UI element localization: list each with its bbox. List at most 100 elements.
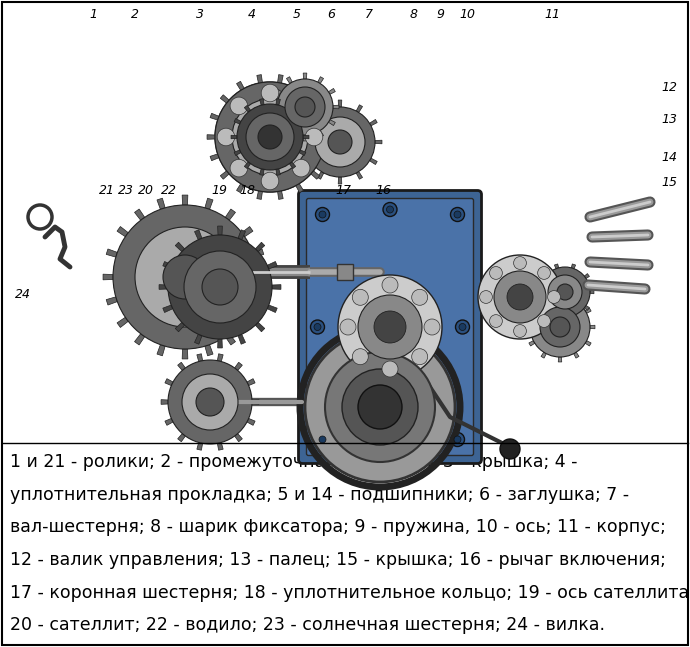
Polygon shape bbox=[241, 226, 253, 237]
Polygon shape bbox=[175, 242, 185, 252]
Polygon shape bbox=[317, 77, 324, 83]
Text: 10: 10 bbox=[460, 8, 476, 21]
Polygon shape bbox=[275, 120, 282, 126]
Polygon shape bbox=[197, 354, 203, 362]
Circle shape bbox=[550, 317, 570, 337]
Polygon shape bbox=[210, 154, 219, 160]
Polygon shape bbox=[536, 291, 540, 294]
Polygon shape bbox=[571, 315, 575, 320]
Text: 6: 6 bbox=[327, 8, 335, 21]
Polygon shape bbox=[272, 285, 281, 289]
Text: 5: 5 bbox=[293, 8, 301, 21]
Polygon shape bbox=[252, 400, 259, 404]
Circle shape bbox=[353, 289, 368, 305]
Text: 2: 2 bbox=[130, 8, 139, 21]
Polygon shape bbox=[590, 291, 594, 294]
Polygon shape bbox=[244, 105, 250, 112]
Polygon shape bbox=[253, 297, 264, 305]
Polygon shape bbox=[157, 198, 165, 210]
Polygon shape bbox=[231, 135, 237, 138]
Polygon shape bbox=[205, 198, 213, 210]
Text: 9: 9 bbox=[436, 8, 444, 21]
Polygon shape bbox=[540, 274, 546, 279]
Circle shape bbox=[353, 349, 368, 365]
Polygon shape bbox=[525, 325, 530, 329]
Polygon shape bbox=[554, 264, 559, 269]
Text: 21: 21 bbox=[99, 184, 115, 197]
Circle shape bbox=[314, 324, 321, 331]
Circle shape bbox=[196, 388, 224, 416]
Polygon shape bbox=[195, 334, 202, 344]
Polygon shape bbox=[289, 162, 296, 169]
FancyBboxPatch shape bbox=[306, 199, 473, 455]
Circle shape bbox=[382, 361, 398, 377]
Polygon shape bbox=[210, 113, 219, 120]
Circle shape bbox=[451, 208, 464, 221]
Circle shape bbox=[232, 99, 308, 175]
Polygon shape bbox=[247, 378, 255, 386]
Circle shape bbox=[215, 82, 325, 192]
Polygon shape bbox=[299, 118, 306, 124]
Circle shape bbox=[478, 255, 562, 339]
Circle shape bbox=[262, 84, 279, 102]
Circle shape bbox=[305, 332, 455, 482]
Polygon shape bbox=[267, 305, 277, 313]
Polygon shape bbox=[225, 334, 235, 345]
Circle shape bbox=[230, 97, 248, 115]
Polygon shape bbox=[157, 345, 165, 356]
Circle shape bbox=[424, 319, 440, 335]
Circle shape bbox=[237, 104, 303, 170]
Polygon shape bbox=[296, 82, 304, 91]
Polygon shape bbox=[338, 100, 342, 107]
Circle shape bbox=[305, 107, 375, 177]
Circle shape bbox=[319, 436, 326, 443]
Polygon shape bbox=[177, 362, 186, 371]
Polygon shape bbox=[106, 249, 117, 257]
Text: уплотнительная прокладка; 5 и 14 - подшипники; 6 - заглушка; 7 -: уплотнительная прокладка; 5 и 14 - подши… bbox=[10, 486, 629, 504]
Polygon shape bbox=[217, 339, 222, 348]
Polygon shape bbox=[370, 158, 377, 164]
Polygon shape bbox=[207, 135, 215, 139]
Polygon shape bbox=[333, 105, 339, 109]
Polygon shape bbox=[234, 150, 241, 155]
Circle shape bbox=[459, 324, 466, 331]
Circle shape bbox=[342, 369, 418, 445]
Polygon shape bbox=[257, 191, 262, 199]
Polygon shape bbox=[590, 325, 595, 329]
Text: 17: 17 bbox=[335, 184, 352, 197]
Text: 1: 1 bbox=[89, 8, 97, 21]
Polygon shape bbox=[303, 120, 311, 126]
Polygon shape bbox=[235, 362, 242, 371]
Circle shape bbox=[230, 159, 248, 177]
Polygon shape bbox=[584, 305, 589, 311]
Text: 7: 7 bbox=[365, 8, 373, 21]
Circle shape bbox=[454, 436, 461, 443]
Text: 1 и 21 - ролики; 2 - промежуточная шестерня; 3 - крышка; 4 -: 1 и 21 - ролики; 2 - промежуточная шесте… bbox=[10, 453, 578, 471]
Circle shape bbox=[383, 203, 397, 217]
Polygon shape bbox=[165, 419, 173, 425]
Text: 18: 18 bbox=[239, 184, 255, 197]
Polygon shape bbox=[277, 191, 283, 199]
Circle shape bbox=[315, 432, 330, 446]
Polygon shape bbox=[325, 135, 333, 139]
Circle shape bbox=[113, 205, 257, 349]
Polygon shape bbox=[103, 274, 113, 280]
Polygon shape bbox=[177, 433, 186, 442]
Circle shape bbox=[340, 319, 356, 335]
Polygon shape bbox=[106, 297, 117, 305]
Polygon shape bbox=[573, 296, 579, 302]
Polygon shape bbox=[163, 305, 172, 313]
Polygon shape bbox=[338, 177, 342, 184]
Text: 20 - сателлит; 22 - водило; 23 - солнечная шестерня; 24 - вилка.: 20 - сателлит; 22 - водило; 23 - солнечн… bbox=[10, 617, 605, 634]
Text: 14: 14 bbox=[661, 151, 678, 164]
Circle shape bbox=[382, 277, 398, 293]
Circle shape bbox=[507, 284, 533, 310]
Polygon shape bbox=[237, 82, 244, 91]
Polygon shape bbox=[321, 154, 330, 160]
Polygon shape bbox=[529, 341, 535, 346]
Circle shape bbox=[358, 295, 422, 359]
Circle shape bbox=[262, 172, 279, 190]
Polygon shape bbox=[255, 322, 265, 332]
Circle shape bbox=[454, 211, 461, 218]
Polygon shape bbox=[303, 135, 309, 138]
